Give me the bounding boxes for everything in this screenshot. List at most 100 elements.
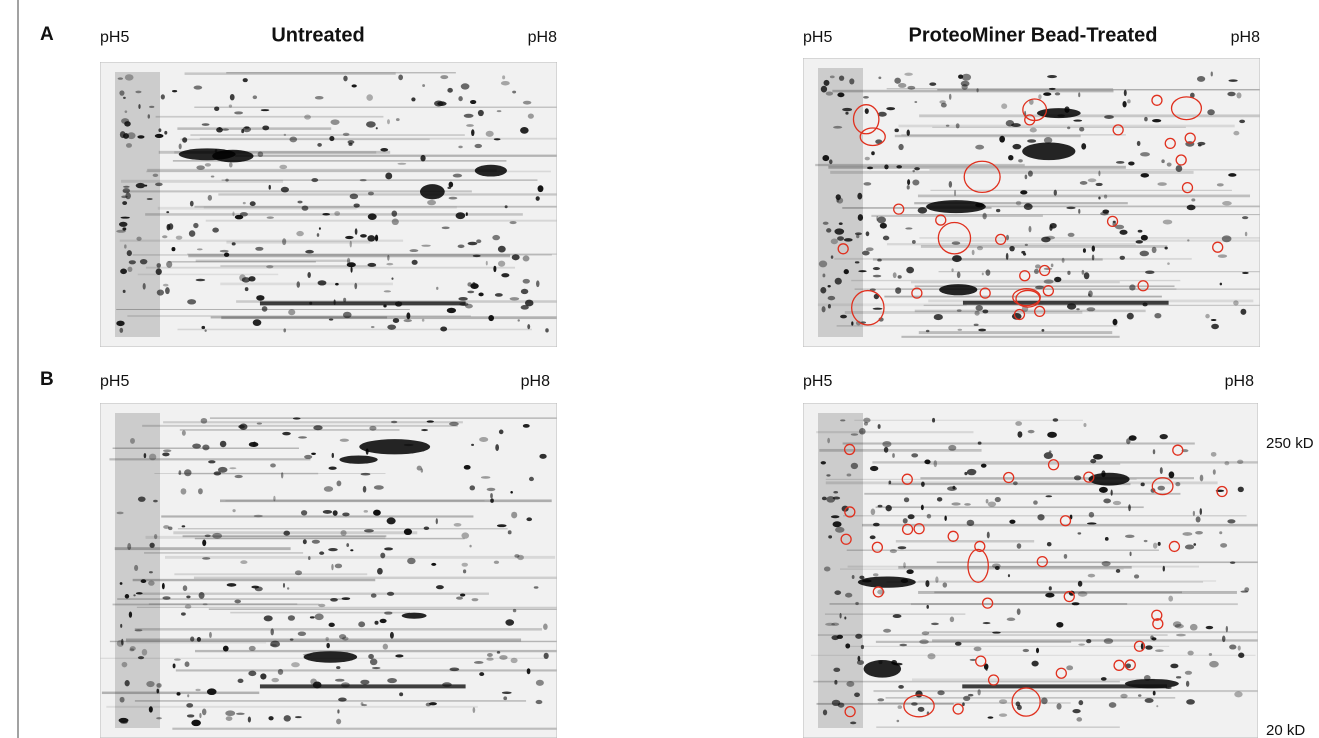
gel-spot <box>903 518 908 524</box>
gel-spot <box>156 268 162 275</box>
gel-spot <box>839 613 841 619</box>
gel-spot <box>857 660 864 665</box>
gel-streak <box>929 169 1319 170</box>
gel-spot <box>1079 127 1084 131</box>
gel-spot <box>262 125 269 130</box>
gel-spot <box>447 308 456 313</box>
gel-spot <box>912 170 914 173</box>
gel-blob <box>475 165 507 177</box>
gel-spot <box>983 622 991 624</box>
gel-spot <box>1191 198 1195 201</box>
gel-streak <box>818 303 967 306</box>
gel-spot <box>982 309 988 313</box>
gel-spot <box>823 709 827 715</box>
gel-spot <box>119 222 127 227</box>
gel-spot <box>342 513 349 517</box>
gel-spot <box>1169 471 1175 478</box>
gel-spot <box>1209 661 1219 668</box>
gel-spot <box>268 716 273 720</box>
gel-spot <box>529 477 534 481</box>
gel-spot <box>925 580 929 587</box>
gel-spot <box>833 491 838 494</box>
gel-spot <box>946 125 949 127</box>
gel-spot <box>1176 165 1183 172</box>
gel-spot <box>1152 119 1161 122</box>
gel-spot <box>855 261 860 263</box>
gel-streak <box>222 179 538 181</box>
gel-spot <box>470 485 476 490</box>
gel-blob <box>939 284 977 295</box>
gel-spot <box>1083 248 1086 253</box>
gel-spot <box>1124 90 1127 96</box>
gel-streak <box>173 531 417 534</box>
gel-spot <box>138 104 140 109</box>
gel-spot <box>182 137 187 142</box>
gel-spot <box>351 267 353 273</box>
gel-spot <box>1045 495 1052 497</box>
gel-blob <box>926 200 986 213</box>
gel-spot <box>903 562 906 568</box>
gel-spot <box>833 497 841 500</box>
gel-spot <box>148 581 154 586</box>
gel-streak <box>146 536 386 539</box>
gel-spot <box>857 193 862 200</box>
gel-spot <box>126 143 132 148</box>
gel-streak <box>845 311 1083 314</box>
gel-spot <box>826 92 833 96</box>
gel-streak <box>161 515 473 517</box>
gel-spot <box>375 235 378 242</box>
gel-spot <box>1207 109 1215 115</box>
gel-spot <box>229 467 236 469</box>
gel-streak <box>235 155 690 157</box>
gel-streak <box>918 195 1250 198</box>
gel-spot <box>118 77 123 79</box>
gel-spot <box>190 201 194 207</box>
gel-spot <box>342 597 351 600</box>
gel-spot <box>873 523 880 527</box>
gel-spot <box>137 135 144 138</box>
gel-spot <box>1007 618 1016 622</box>
gel-spot <box>904 73 913 76</box>
gel-spot <box>164 131 167 135</box>
gel-spot <box>937 690 944 695</box>
gel-spot <box>368 192 374 196</box>
gel-spot <box>311 178 318 182</box>
gel-streak <box>851 280 1180 281</box>
gel-spot <box>136 592 143 594</box>
gel-spot <box>486 131 494 137</box>
gel-spot <box>187 694 189 697</box>
gel-spot <box>861 645 864 649</box>
gel-spot <box>1055 92 1060 95</box>
gel-spot <box>234 111 243 114</box>
gel-spot <box>949 94 952 100</box>
gel-spot <box>1145 645 1152 649</box>
gel-spot <box>1144 540 1148 542</box>
gel-spot <box>1156 705 1158 707</box>
gel-spot <box>497 110 502 112</box>
gel-spot <box>385 173 392 180</box>
gel-spot <box>1224 461 1229 465</box>
gel-spot <box>833 668 840 672</box>
gel-spot <box>1167 162 1172 166</box>
gel-spot <box>436 585 444 589</box>
gel-spot <box>503 696 507 700</box>
gel-spot <box>1081 143 1086 149</box>
gel-spot <box>157 290 164 296</box>
gel-spot <box>1031 661 1038 667</box>
gel-spot <box>886 505 892 511</box>
gel-streak <box>874 690 1260 692</box>
ph-label: pH8 <box>1225 373 1254 390</box>
gel-spot <box>336 719 341 725</box>
gel-streak <box>123 190 472 192</box>
gel-spot <box>949 181 952 188</box>
gel-spot <box>367 235 375 241</box>
gel-spot <box>204 329 206 332</box>
gel-spot <box>154 534 157 539</box>
gel-spot <box>1092 255 1094 261</box>
gel-streak <box>849 646 1169 647</box>
gel-spot <box>937 497 942 501</box>
gel-spot <box>512 254 520 260</box>
gel-spot <box>282 432 290 435</box>
gel-spot <box>1015 421 1022 426</box>
gel-spot <box>469 545 471 548</box>
